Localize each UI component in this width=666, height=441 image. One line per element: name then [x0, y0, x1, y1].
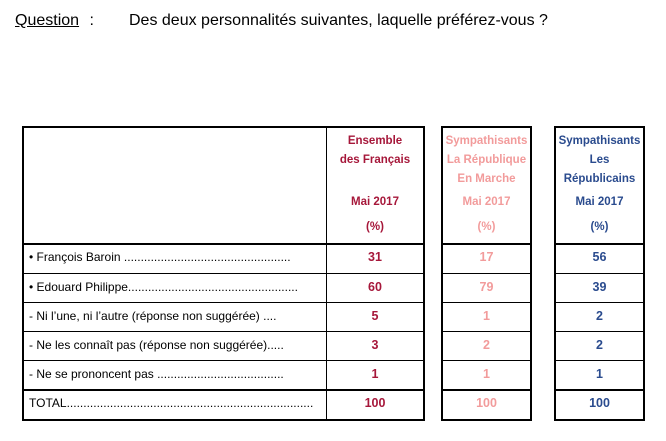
header-lr: Sympathisants Les Républicains Mai 2017 … [556, 128, 643, 243]
total-divider [556, 389, 643, 391]
header-line: Mai 2017 [351, 196, 399, 208]
value-cell: 2 [483, 338, 490, 352]
header-line: La République [446, 154, 527, 166]
header-line: Ensemble [347, 135, 403, 147]
value-cell: 100 [364, 396, 386, 410]
header-line: Mai 2017 [575, 196, 624, 208]
row-divider [443, 273, 530, 274]
header-divider [443, 243, 530, 245]
lrem-column: Sympathisants La République En Marche Ma… [441, 126, 532, 421]
header-line: En Marche [457, 173, 516, 185]
total-divider [24, 389, 423, 391]
value-cell: 1 [483, 309, 490, 323]
value-cell: 39 [592, 280, 607, 294]
header-line: Sympathisants [558, 135, 641, 147]
question-colon: : [89, 12, 94, 29]
row-divider [556, 331, 643, 332]
header-divider [24, 243, 423, 245]
row-divider [556, 302, 643, 303]
header-line: des Français [339, 154, 411, 166]
value-cell: 100 [589, 396, 610, 410]
question-text: Des deux personnalités suivantes, laquel… [129, 12, 548, 29]
row-divider [24, 302, 423, 303]
value-cell: 31 [368, 250, 382, 264]
row-label: - Ne se prononcent pas .................… [29, 367, 284, 381]
value-cell: 17 [479, 250, 494, 264]
value-cell: 2 [596, 338, 603, 352]
value-cell: 1 [483, 367, 490, 381]
row-label: • Edouard Philippe......................… [29, 280, 298, 294]
total-divider [443, 389, 530, 391]
header-line: Mai 2017 [462, 196, 511, 208]
unit-label: (%) [477, 221, 496, 233]
header-lrem: Sympathisants La République En Marche Ma… [443, 128, 530, 243]
lr-column: Sympathisants Les Républicains Mai 2017 … [554, 126, 645, 421]
row-divider [443, 331, 530, 332]
value-cell: 1 [371, 367, 379, 381]
question-label: Question [15, 12, 80, 29]
row-divider [24, 273, 423, 274]
header-line: Républicains [563, 173, 636, 185]
row-label: - Ne les connaît pas (réponse non suggér… [29, 338, 284, 352]
value-cell: 2 [596, 309, 603, 323]
unit-label: (%) [366, 221, 384, 233]
row-divider [556, 360, 643, 361]
header-line: Les [589, 154, 610, 166]
value-cell: 56 [592, 250, 607, 264]
header-divider [556, 243, 643, 245]
value-cell: 1 [596, 367, 603, 381]
value-cell: 60 [368, 280, 382, 294]
value-cell: 100 [476, 396, 497, 410]
row-divider [556, 273, 643, 274]
unit-label: (%) [590, 221, 609, 233]
row-label: • François Baroin ......................… [29, 250, 291, 264]
value-cell: 5 [371, 309, 379, 323]
question-line: Question : Des deux personnalités suivan… [15, 12, 548, 30]
row-divider [443, 302, 530, 303]
row-divider [443, 360, 530, 361]
value-cell: 79 [479, 280, 494, 294]
value-cell: 3 [371, 338, 379, 352]
row-label: TOTAL...................................… [29, 396, 314, 410]
header-line: Sympathisants [445, 135, 528, 147]
header-ensemble: Ensemble des Français Mai 2017 (%) [327, 128, 423, 243]
row-divider [24, 331, 423, 332]
row-label: - Ni l’une, ni l’autre (réponse non sugg… [29, 309, 277, 323]
row-divider [24, 360, 423, 361]
results-table: Ensemble des Français Mai 2017 (%) • Fra… [22, 126, 425, 421]
